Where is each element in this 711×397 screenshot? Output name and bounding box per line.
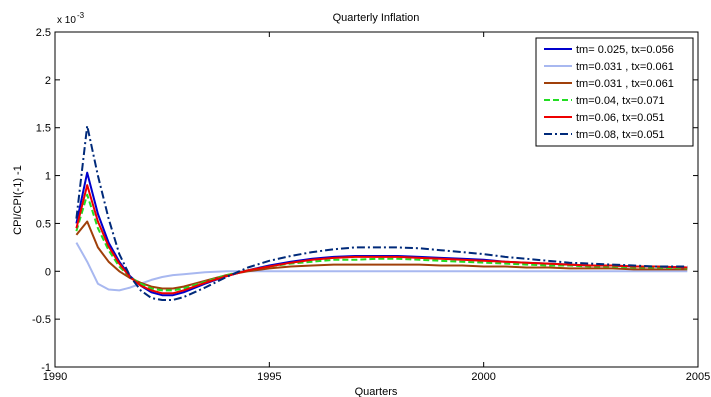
x-tick-label: 2000: [471, 371, 495, 383]
y-tick-label: 0: [45, 266, 51, 278]
legend: tm= 0.025, tx=0.056 tm=0.031 , tx=0.061 tm…: [535, 37, 694, 147]
y-tick-label: 2: [45, 75, 51, 87]
x-tick-label: 2005: [686, 371, 710, 383]
y-tick-label: 0.5: [36, 218, 51, 230]
legend-label-5: tm=0.06, tx=0.051: [576, 112, 665, 124]
x-tick-label: 1995: [257, 371, 281, 383]
y-tick-label: 1.5: [36, 123, 51, 135]
y-exponent-base: x 10: [57, 15, 76, 26]
series-line-5: [75, 184, 688, 295]
y-tick-label: 1: [45, 171, 51, 183]
y-tick-label: 2.5: [36, 27, 51, 39]
legend-label-3: tm=0.031 , tx=0.061: [576, 78, 674, 90]
x-tick-label: 1990: [43, 371, 67, 383]
y-tick-label: -1: [41, 362, 51, 374]
legend-label-1: tm= 0.025, tx=0.056: [576, 44, 674, 56]
legend-label-2: tm=0.031 , tx=0.061: [576, 61, 674, 73]
x-axis-label: Quarters: [355, 386, 398, 397]
y-exponent-power: -3: [77, 11, 85, 20]
y-exponent: x 10 -3: [57, 11, 85, 26]
chart-title: Quarterly Inflation: [333, 12, 420, 24]
series-group: [75, 124, 688, 301]
legend-label-6: tm=0.08, tx=0.051: [576, 129, 665, 141]
legend-label-4: tm=0.04, tx=0.071: [576, 95, 665, 107]
series-line-6: [75, 124, 688, 301]
series-line-2: [75, 242, 688, 292]
y-tick-label: -0.5: [32, 314, 51, 326]
y-axis-label: CPI/CPI(-1) -1: [12, 165, 24, 235]
legend-box: [535, 37, 694, 147]
axis-ticks: 1990 1995 2000 2005 -1 -0.5 0 0.5 1 1.5 2 2.5: [32, 27, 710, 383]
